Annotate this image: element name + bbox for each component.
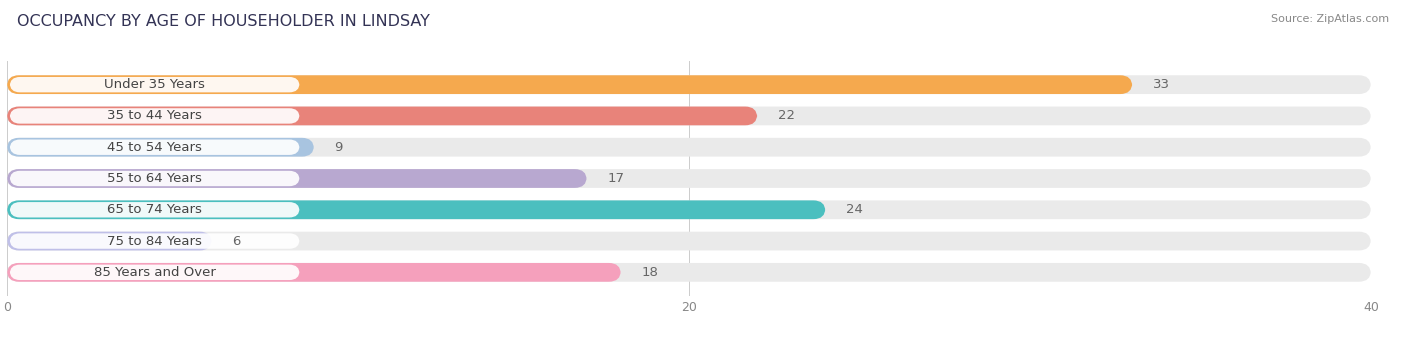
Text: 35 to 44 Years: 35 to 44 Years [107, 109, 202, 122]
Text: 33: 33 [1153, 78, 1170, 91]
FancyBboxPatch shape [7, 169, 1371, 188]
FancyBboxPatch shape [10, 202, 299, 218]
Text: 17: 17 [607, 172, 624, 185]
FancyBboxPatch shape [7, 106, 756, 125]
Text: 24: 24 [846, 203, 863, 216]
Text: 22: 22 [778, 109, 794, 122]
FancyBboxPatch shape [10, 265, 299, 280]
Text: 75 to 84 Years: 75 to 84 Years [107, 235, 202, 248]
Text: 6: 6 [232, 235, 240, 248]
FancyBboxPatch shape [10, 108, 299, 124]
FancyBboxPatch shape [7, 106, 1371, 125]
Text: 85 Years and Over: 85 Years and Over [94, 266, 215, 279]
FancyBboxPatch shape [10, 139, 299, 155]
Text: OCCUPANCY BY AGE OF HOUSEHOLDER IN LINDSAY: OCCUPANCY BY AGE OF HOUSEHOLDER IN LINDS… [17, 14, 430, 29]
Text: Source: ZipAtlas.com: Source: ZipAtlas.com [1271, 14, 1389, 23]
FancyBboxPatch shape [7, 75, 1371, 94]
FancyBboxPatch shape [7, 232, 1371, 251]
Text: 45 to 54 Years: 45 to 54 Years [107, 141, 202, 154]
FancyBboxPatch shape [10, 77, 299, 92]
FancyBboxPatch shape [7, 263, 621, 282]
FancyBboxPatch shape [7, 263, 1371, 282]
Text: 18: 18 [641, 266, 658, 279]
FancyBboxPatch shape [10, 171, 299, 186]
FancyBboxPatch shape [7, 138, 1371, 157]
Text: Under 35 Years: Under 35 Years [104, 78, 205, 91]
Text: 55 to 64 Years: 55 to 64 Years [107, 172, 202, 185]
FancyBboxPatch shape [10, 233, 299, 249]
Text: 65 to 74 Years: 65 to 74 Years [107, 203, 202, 216]
FancyBboxPatch shape [7, 169, 586, 188]
FancyBboxPatch shape [7, 138, 314, 157]
Text: 9: 9 [335, 141, 343, 154]
FancyBboxPatch shape [7, 200, 825, 219]
FancyBboxPatch shape [7, 232, 212, 251]
FancyBboxPatch shape [7, 200, 1371, 219]
FancyBboxPatch shape [7, 75, 1132, 94]
